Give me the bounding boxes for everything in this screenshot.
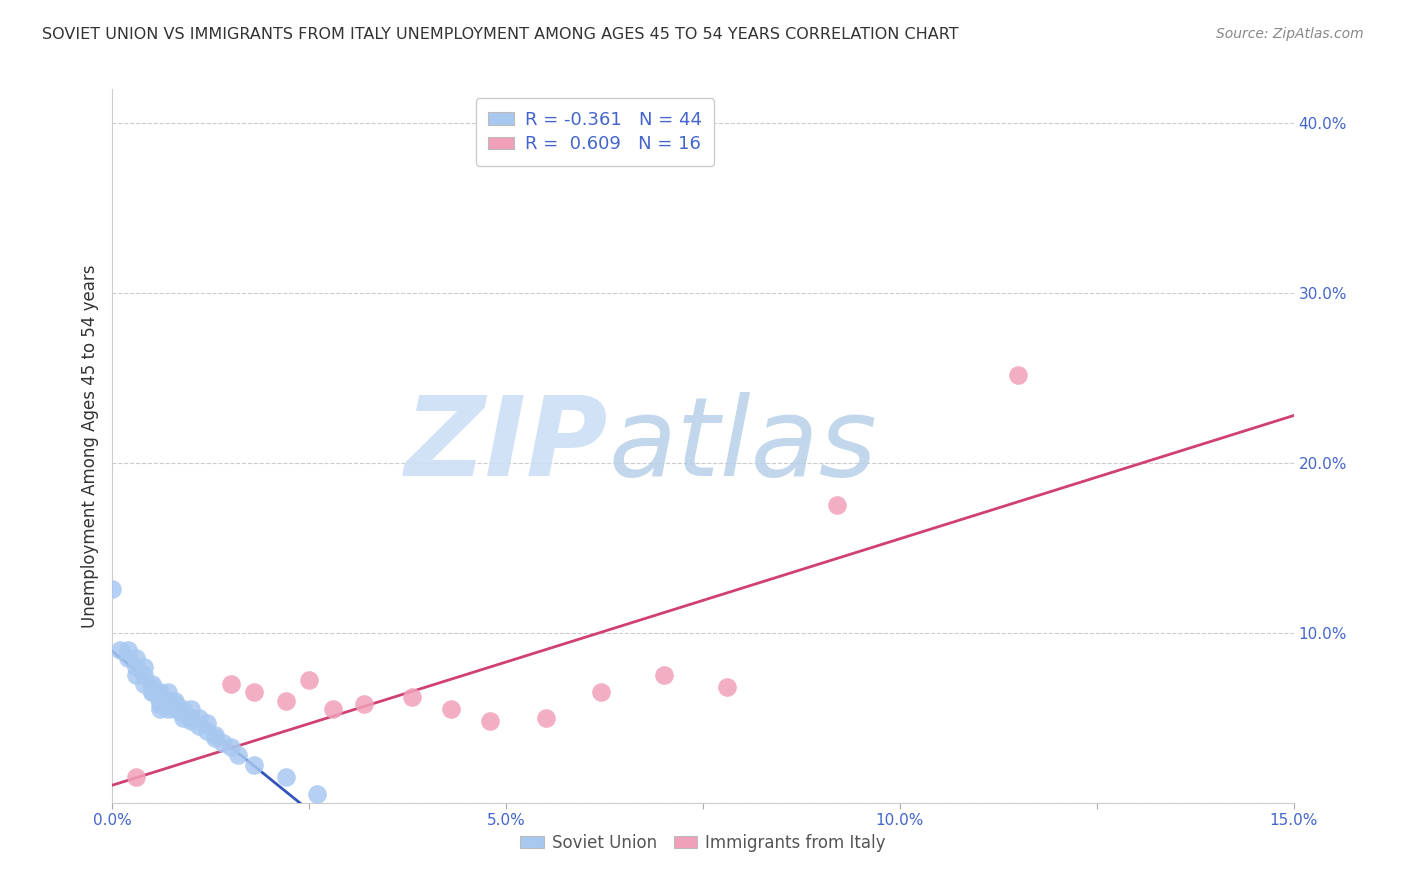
Point [172,711,194,725]
Point [110,643,132,657]
Point [141,685,163,699]
Point [274,694,297,708]
Text: SOVIET UNION VS IMMIGRANTS FROM ITALY UNEMPLOYMENT AMONG AGES 45 TO 54 YEARS COR: SOVIET UNION VS IMMIGRANTS FROM ITALY UN… [42,27,959,42]
Point [117,643,139,657]
Point [353,698,375,712]
Point [195,724,218,739]
Point [165,702,187,716]
Text: ZIP: ZIP [405,392,609,500]
Point [125,770,148,784]
Point [117,651,139,665]
Point [716,680,738,694]
Point [165,698,187,712]
Point [188,719,211,733]
Point [180,702,202,716]
Point [101,582,124,596]
Point [652,668,675,682]
Point [274,770,297,784]
Point [172,707,194,722]
Point [132,668,155,682]
Point [401,690,423,705]
Point [440,702,463,716]
Point [156,694,179,708]
Point [180,714,202,729]
Point [125,668,148,682]
Point [211,736,233,750]
Point [219,739,242,754]
Point [125,651,148,665]
Text: Source: ZipAtlas.com: Source: ZipAtlas.com [1216,27,1364,41]
Point [322,702,344,716]
Point [180,711,202,725]
Point [149,685,172,699]
Point [149,698,172,712]
Point [172,702,194,716]
Point [243,758,266,772]
Y-axis label: Unemployment Among Ages 45 to 54 years: Unemployment Among Ages 45 to 54 years [80,264,98,628]
Point [589,685,612,699]
Point [243,685,266,699]
Point [307,787,329,801]
Point [188,711,211,725]
Point [149,694,172,708]
Point [165,694,187,708]
Point [141,685,163,699]
Point [228,748,250,763]
Point [1007,368,1029,382]
Point [204,731,226,746]
Legend: Soviet Union, Immigrants from Italy: Soviet Union, Immigrants from Italy [513,828,893,859]
Point [825,499,848,513]
Point [195,715,218,730]
Point [125,660,148,674]
Point [149,702,172,716]
Point [204,728,226,742]
Point [156,698,179,712]
Point [132,677,155,691]
Point [479,714,502,729]
Point [156,685,179,699]
Point [534,711,557,725]
Point [141,677,163,691]
Point [298,673,321,688]
Point [149,694,172,708]
Text: atlas: atlas [609,392,877,500]
Point [219,677,242,691]
Point [156,702,179,716]
Point [141,680,163,694]
Point [132,660,155,674]
